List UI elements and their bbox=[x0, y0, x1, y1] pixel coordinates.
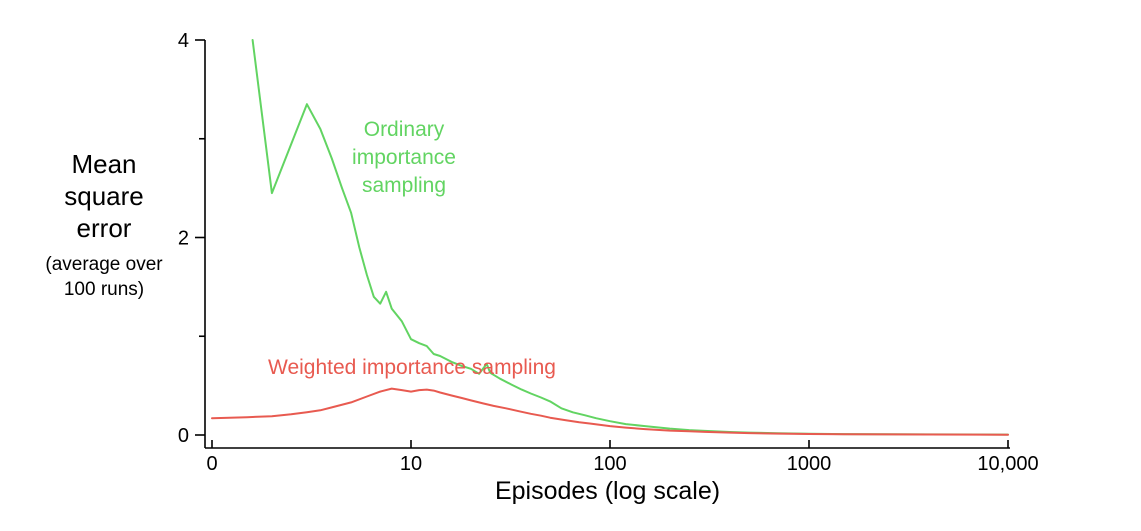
y-axis-subtitle-line: 100 runs) bbox=[63, 279, 145, 300]
annotation-weighted: Weighted importance sampling bbox=[268, 356, 556, 379]
y-axis-title-line: Mean bbox=[71, 149, 137, 179]
y-axis-title-line: error bbox=[76, 213, 132, 243]
x-tick-label: 100 bbox=[593, 453, 626, 475]
annotation-ordinary-line: sampling bbox=[361, 174, 447, 197]
annotation-ordinary-line: Ordinary bbox=[363, 118, 445, 141]
x-tick-label: 1000 bbox=[787, 453, 832, 475]
y-axis-title-line: square bbox=[64, 181, 144, 211]
y-tick-label: 4 bbox=[178, 30, 189, 52]
x-tick-label: 10 bbox=[400, 453, 422, 475]
y-tick-label: 2 bbox=[178, 228, 189, 250]
x-axis-title: Episodes (log scale) bbox=[494, 477, 721, 505]
annotation-ordinary: Ordinary importance sampling bbox=[330, 116, 478, 200]
y-tick-label: 0 bbox=[178, 425, 189, 447]
y-axis-subtitle: (average over 100 runs) bbox=[18, 252, 190, 302]
x-tick-label: 0 bbox=[206, 453, 217, 475]
y-axis-title: Mean square error (average over 100 runs… bbox=[18, 148, 190, 302]
x-tick-label: 10,000 bbox=[977, 453, 1038, 475]
annotation-ordinary-line: importance bbox=[352, 146, 456, 169]
series-line-weighted-importance-sampling bbox=[211, 387, 1009, 436]
y-axis-title-main: Mean square error bbox=[18, 148, 190, 244]
y-axis-subtitle-line: (average over bbox=[45, 254, 163, 275]
